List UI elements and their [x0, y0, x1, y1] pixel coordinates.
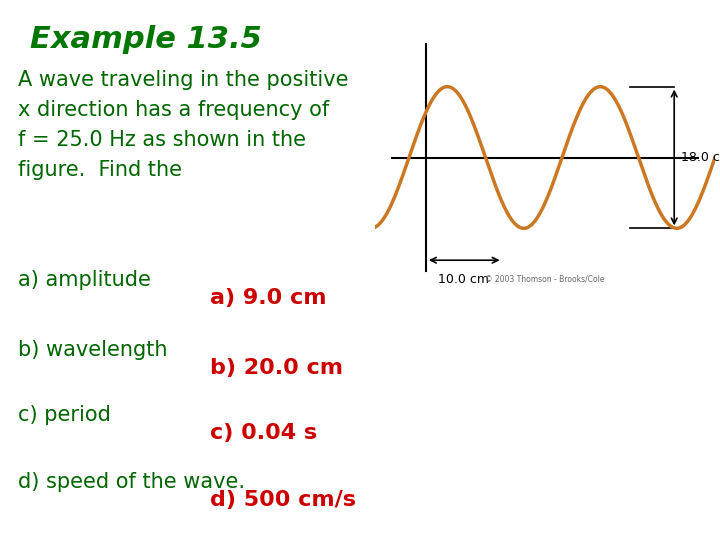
Text: c) period: c) period	[18, 405, 111, 425]
Text: a) 9.0 cm: a) 9.0 cm	[210, 288, 326, 308]
Text: b) wavelength: b) wavelength	[18, 340, 168, 360]
Text: 18.0 cm: 18.0 cm	[681, 151, 720, 164]
Text: c) 0.04 s: c) 0.04 s	[210, 423, 317, 443]
Text: figure.  Find the: figure. Find the	[18, 160, 182, 180]
Text: x direction has a frequency of: x direction has a frequency of	[18, 100, 329, 120]
Text: 10.0 cm: 10.0 cm	[438, 273, 489, 286]
Text: Example 13.5: Example 13.5	[30, 25, 262, 54]
Text: A wave traveling in the positive: A wave traveling in the positive	[18, 70, 348, 90]
Text: © 2003 Thomson - Brooks/Cole: © 2003 Thomson - Brooks/Cole	[485, 274, 605, 284]
Text: d) 500 cm/s: d) 500 cm/s	[210, 490, 356, 510]
Text: f = 25.0 Hz as shown in the: f = 25.0 Hz as shown in the	[18, 130, 306, 150]
Text: b) 20.0 cm: b) 20.0 cm	[210, 358, 343, 378]
Text: d) speed of the wave.: d) speed of the wave.	[18, 472, 245, 492]
Text: a) amplitude: a) amplitude	[18, 270, 151, 290]
